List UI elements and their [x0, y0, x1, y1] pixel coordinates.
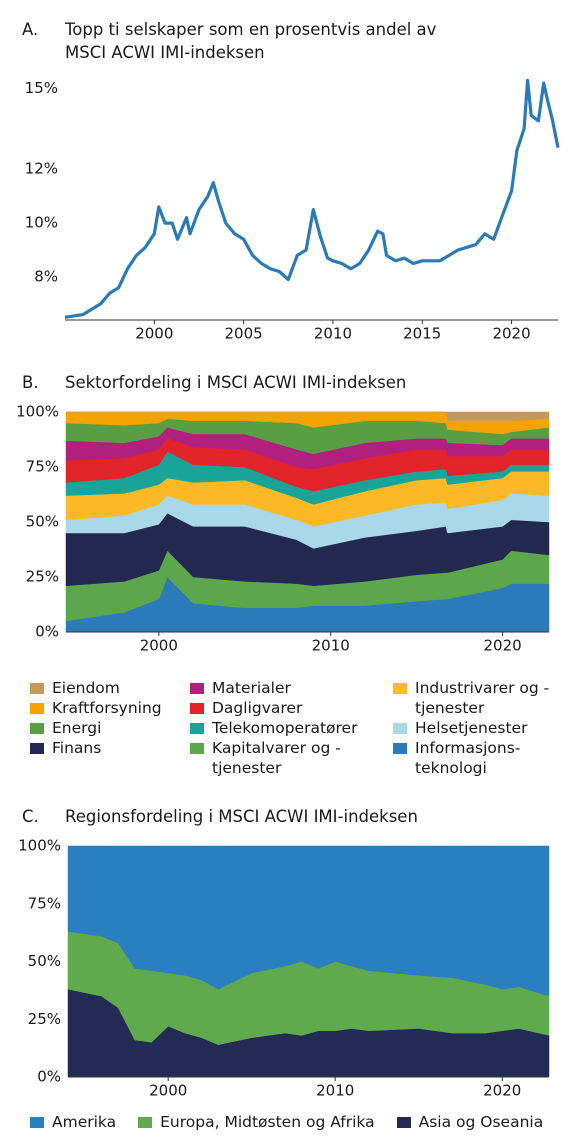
legend-item: Kraftforsyning	[30, 698, 202, 718]
x-tick-label: 2005	[225, 325, 263, 343]
y-tick-label: 100%	[18, 837, 61, 855]
legend-column: Eiendom Kraftforsyning Energi Finans	[30, 678, 202, 758]
x-tick-label: 2020	[492, 325, 530, 343]
panel-label: C.	[22, 807, 39, 826]
legend-label: Dagligvarer	[212, 699, 303, 717]
legend-column: Industrivarer og -tjenester Helsetjeneste…	[393, 678, 555, 778]
y-tick-label: 25%	[28, 1010, 61, 1028]
panel-label: A.	[22, 20, 39, 39]
legend-swatch	[190, 723, 204, 734]
y-tick-label: 75%	[28, 894, 61, 912]
y-tick-label: 8%	[34, 267, 58, 285]
x-tick-label: 2020	[483, 637, 521, 655]
x-tick-label: 2020	[483, 1082, 521, 1100]
x-tick-label: 2015	[403, 325, 441, 343]
title-b: B. Sektorfordeling i MSCI ACWI IMI-indeks…	[22, 371, 465, 394]
legend-item: Asia og Oseania	[396, 1112, 544, 1132]
y-tick-label: 15%	[25, 79, 58, 97]
y-tick-label: 10%	[25, 214, 58, 232]
x-tick-label: 2010	[314, 325, 352, 343]
legend-label: Telekomoperatører	[212, 719, 358, 737]
legend-swatch	[30, 1117, 44, 1128]
legend-item: Kapitalvarer og -tjenester	[190, 738, 382, 778]
legend-item: Energi	[30, 718, 202, 738]
legend-label: Kraftforsyning	[52, 699, 162, 717]
legend-label: Energi	[52, 719, 102, 737]
legend-swatch	[393, 723, 407, 734]
legend-item: Telekomoperatører	[190, 718, 382, 738]
legend-item: Materialer	[190, 678, 382, 698]
y-tick-label: 25%	[26, 568, 59, 586]
legend-swatch	[190, 683, 204, 694]
y-tick-label: 12%	[25, 160, 58, 178]
legend-label: Eiendom	[52, 679, 120, 697]
legend-swatch	[30, 743, 44, 754]
panel-label: B.	[22, 373, 39, 392]
legend-swatch	[393, 683, 407, 694]
legend-item: Finans	[30, 738, 202, 758]
chart-title: Topp ti selskaper som en prosentvis ande…	[65, 20, 437, 62]
area	[67, 845, 550, 997]
legend: Eiendom Kraftforsyning Energi Finans Materia…	[30, 678, 570, 788]
legend-label: Helsetjenester	[415, 719, 528, 737]
x-tick-label: 2000	[149, 1082, 187, 1100]
y-tick-label: 0%	[35, 623, 59, 641]
legend-swatch	[30, 683, 44, 694]
y-tick-label: 50%	[28, 952, 61, 970]
legend-label: Finans	[52, 739, 102, 757]
y-tick-label: 75%	[26, 458, 59, 476]
legend-swatch	[190, 703, 204, 714]
legend-swatch	[30, 723, 44, 734]
legend-item: Industrivarer og -tjenester	[393, 678, 555, 718]
legend-swatch	[30, 703, 44, 714]
legend-swatch	[393, 743, 407, 754]
title-a: A. Topp ti selskaper som en prosentvis an…	[22, 18, 465, 64]
legend: Amerika Europa, Midtøsten og Afrika Asia o…	[30, 1112, 570, 1132]
legend-label: Amerika	[52, 1113, 117, 1131]
legend-item: Helsetjenester	[393, 718, 555, 738]
legend-column: Materialer Dagligvarer Telekomoperatører Ka…	[190, 678, 382, 778]
legend-item: Informasjons-teknologi	[393, 738, 555, 778]
chart-title: Regionsfordeling i MSCI ACWI IMI-indekse…	[65, 807, 418, 826]
area	[66, 411, 550, 422]
legend-label: Informasjons-teknologi	[415, 739, 521, 777]
legend-swatch	[190, 743, 204, 754]
y-tick-label: 50%	[26, 513, 59, 531]
line	[64, 78, 560, 319]
y-tick-label: 100%	[16, 403, 59, 421]
legend-item: Eiendom	[30, 678, 202, 698]
legend-swatch	[138, 1117, 153, 1128]
x-tick-label: 2000	[135, 325, 173, 343]
legend-row: Amerika Europa, Midtøsten og Afrika Asia o…	[30, 1112, 570, 1132]
legend-label: Materialer	[212, 679, 291, 697]
legend-label: Asia og Oseania	[418, 1113, 544, 1131]
x-tick-label: 2000	[140, 637, 178, 655]
legend-item: Dagligvarer	[190, 698, 382, 718]
chart-title: Sektorfordeling i MSCI ACWI IMI-indeksen	[65, 373, 407, 392]
legend-label: Industrivarer og -tjenester	[415, 679, 550, 717]
legend-label: Europa, Midtøsten og Afrika	[160, 1113, 375, 1131]
legend-item: Amerika	[30, 1112, 116, 1132]
legend-swatch	[396, 1117, 411, 1128]
y-tick-label: 0%	[37, 1068, 61, 1086]
x-tick-label: 2010	[316, 1082, 354, 1100]
title-c: C. Regionsfordeling i MSCI ACWI IMI-indek…	[22, 805, 465, 828]
x-tick-label: 2010	[312, 637, 350, 655]
legend-label: Kapitalvarer og -tjenester	[212, 739, 341, 777]
legend-item: Europa, Midtøsten og Afrika	[138, 1112, 375, 1132]
